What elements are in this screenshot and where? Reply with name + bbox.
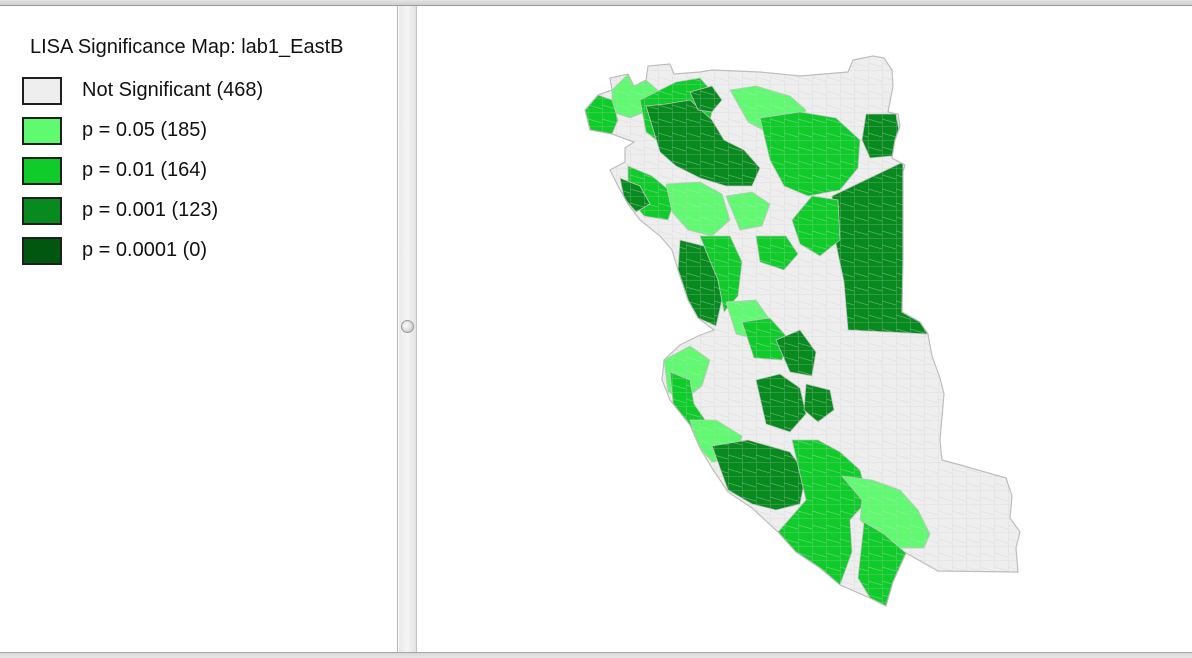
legend-item-p005[interactable]: p = 0.05 (185) <box>22 116 392 146</box>
legend-swatch-p001 <box>22 157 62 185</box>
tract-boundaries <box>585 56 1020 606</box>
legend-label-p0001: p = 0.001 (123) <box>82 199 219 221</box>
legend-panel: LISA Significance Map: lab1_EastB Not Si… <box>0 6 398 652</box>
lisa-map <box>584 55 1021 607</box>
legend-item-not-significant[interactable]: Not Significant (468) <box>22 76 392 106</box>
map-canvas[interactable] <box>418 6 1192 652</box>
legend-item-p00001[interactable]: p = 0.0001 (0) <box>22 236 392 266</box>
legend-label-p00001: p = 0.0001 (0) <box>82 239 208 261</box>
panel-splitter[interactable] <box>399 6 417 652</box>
splitter-handle-icon[interactable] <box>401 320 414 333</box>
legend-swatch-p0001 <box>22 197 62 225</box>
legend-label-p005: p = 0.05 (185) <box>82 119 208 141</box>
legend-swatch-not-significant <box>22 77 62 105</box>
legend-swatch-p00001 <box>22 237 62 265</box>
window-top-bar <box>0 0 1192 6</box>
legend-label-p001: p = 0.01 (164) <box>82 159 208 181</box>
legend-title: LISA Significance Map: lab1_EastB <box>30 36 344 58</box>
window-bottom-bar <box>0 652 1192 658</box>
legend-item-p001[interactable]: p = 0.01 (164) <box>22 156 392 186</box>
legend-swatch-p005 <box>22 117 62 145</box>
legend-item-p0001[interactable]: p = 0.001 (123) <box>22 196 392 226</box>
legend-label-not-significant: Not Significant (468) <box>82 79 264 101</box>
